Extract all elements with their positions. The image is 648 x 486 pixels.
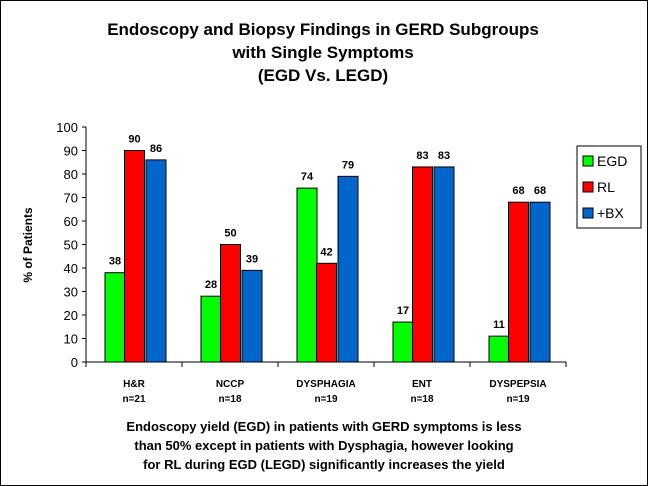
data-label: 83 — [416, 150, 428, 162]
bar-egd-3 — [392, 321, 414, 363]
category-n-label: n=18 — [218, 394, 242, 405]
title-line-1: Endoscopy and Biopsy Findings in GERD Su… — [107, 20, 539, 39]
bar-bx-4 — [529, 201, 551, 363]
labels-layer: 38 28 74 17 11 90 50 42 83 68 86 39 79 83 68 — [109, 134, 546, 332]
bar-egd-2 — [296, 187, 318, 363]
legend-label-rl: RL — [597, 179, 615, 195]
data-label: 86 — [150, 143, 162, 155]
bar-bx-2 — [337, 175, 359, 363]
y-tick-label: 60 — [64, 214, 78, 229]
y-axis-label: % of Patients — [21, 207, 35, 283]
bar-egd-1 — [200, 295, 222, 363]
bar-egd-0 — [104, 272, 126, 363]
legend-swatch-bx — [582, 207, 594, 219]
y-tick-label: 40 — [64, 261, 78, 276]
data-label: 38 — [109, 256, 121, 268]
data-label: 83 — [438, 150, 450, 162]
caption-line-2: than 50% except in patients with Dysphag… — [134, 438, 514, 453]
category-n-label: n=19 — [314, 394, 338, 405]
y-tick-label: 70 — [64, 191, 78, 206]
legend-swatch-egd — [582, 155, 594, 167]
data-label: 42 — [320, 246, 332, 258]
y-tick-label: 50 — [64, 238, 78, 253]
data-label: 11 — [493, 319, 505, 331]
legend-swatch-rl — [582, 181, 594, 193]
legend-label-bx: +BX — [597, 205, 625, 221]
data-label: 68 — [534, 185, 546, 197]
data-label: 28 — [205, 279, 217, 291]
data-label: 74 — [301, 171, 314, 183]
y-tick-label: 20 — [64, 308, 78, 323]
y-tick-label: 10 — [64, 332, 78, 347]
bar-bx-1 — [241, 269, 263, 363]
category-label: ENT — [412, 379, 432, 390]
axes-layer: 0 10 20 30 40 50 60 70 80 90 100 H&R n=21 NCCP n=18 DYS… — [56, 120, 567, 405]
chart-title: Endoscopy and Biopsy Findings in GERD Su… — [0, 18, 646, 87]
category-n-label: n=18 — [410, 394, 434, 405]
bar-rl-1 — [220, 244, 241, 363]
bar-rl-2 — [316, 262, 337, 363]
category-label: H&R — [123, 379, 145, 390]
legend-label-egd: EGD — [597, 153, 627, 169]
y-tick-label: 0 — [71, 355, 78, 370]
bar-rl-0 — [124, 150, 145, 363]
caption-line-1: Endoscopy yield (EGD) in patients with G… — [126, 419, 522, 434]
bar-bx-3 — [433, 166, 455, 363]
bar-rl-4 — [508, 201, 529, 363]
data-label: 79 — [342, 159, 354, 171]
bar-bx-0 — [145, 159, 167, 363]
y-tick-label: 80 — [64, 167, 78, 182]
bar-rl-3 — [412, 166, 433, 363]
y-tick-label: 100 — [56, 120, 78, 135]
bars-layer — [104, 150, 551, 363]
y-tick-label: 30 — [64, 285, 78, 300]
category-n-label: n=19 — [506, 394, 530, 405]
title-line-3: (EGD Vs. LEGD) — [257, 66, 389, 85]
legend: EGD RL +BX — [576, 145, 642, 229]
category-label: NCCP — [216, 379, 245, 390]
category-label: DYSPEPSIA — [489, 379, 546, 390]
category-label: DYSPHAGIA — [296, 379, 355, 390]
y-tick-label: 90 — [64, 144, 78, 159]
data-label: 68 — [512, 185, 524, 197]
data-label: 50 — [224, 228, 236, 240]
chart-caption: Endoscopy yield (EGD) in patients with G… — [60, 417, 588, 474]
data-label: 90 — [128, 134, 140, 146]
data-label: 17 — [397, 305, 409, 317]
data-label: 39 — [246, 253, 258, 265]
title-line-2: with Single Symptoms — [232, 43, 414, 62]
category-n-label: n=21 — [122, 394, 146, 405]
bar-egd-4 — [488, 335, 510, 363]
caption-line-3: for RL during EGD (LEGD) significantly i… — [143, 457, 505, 472]
